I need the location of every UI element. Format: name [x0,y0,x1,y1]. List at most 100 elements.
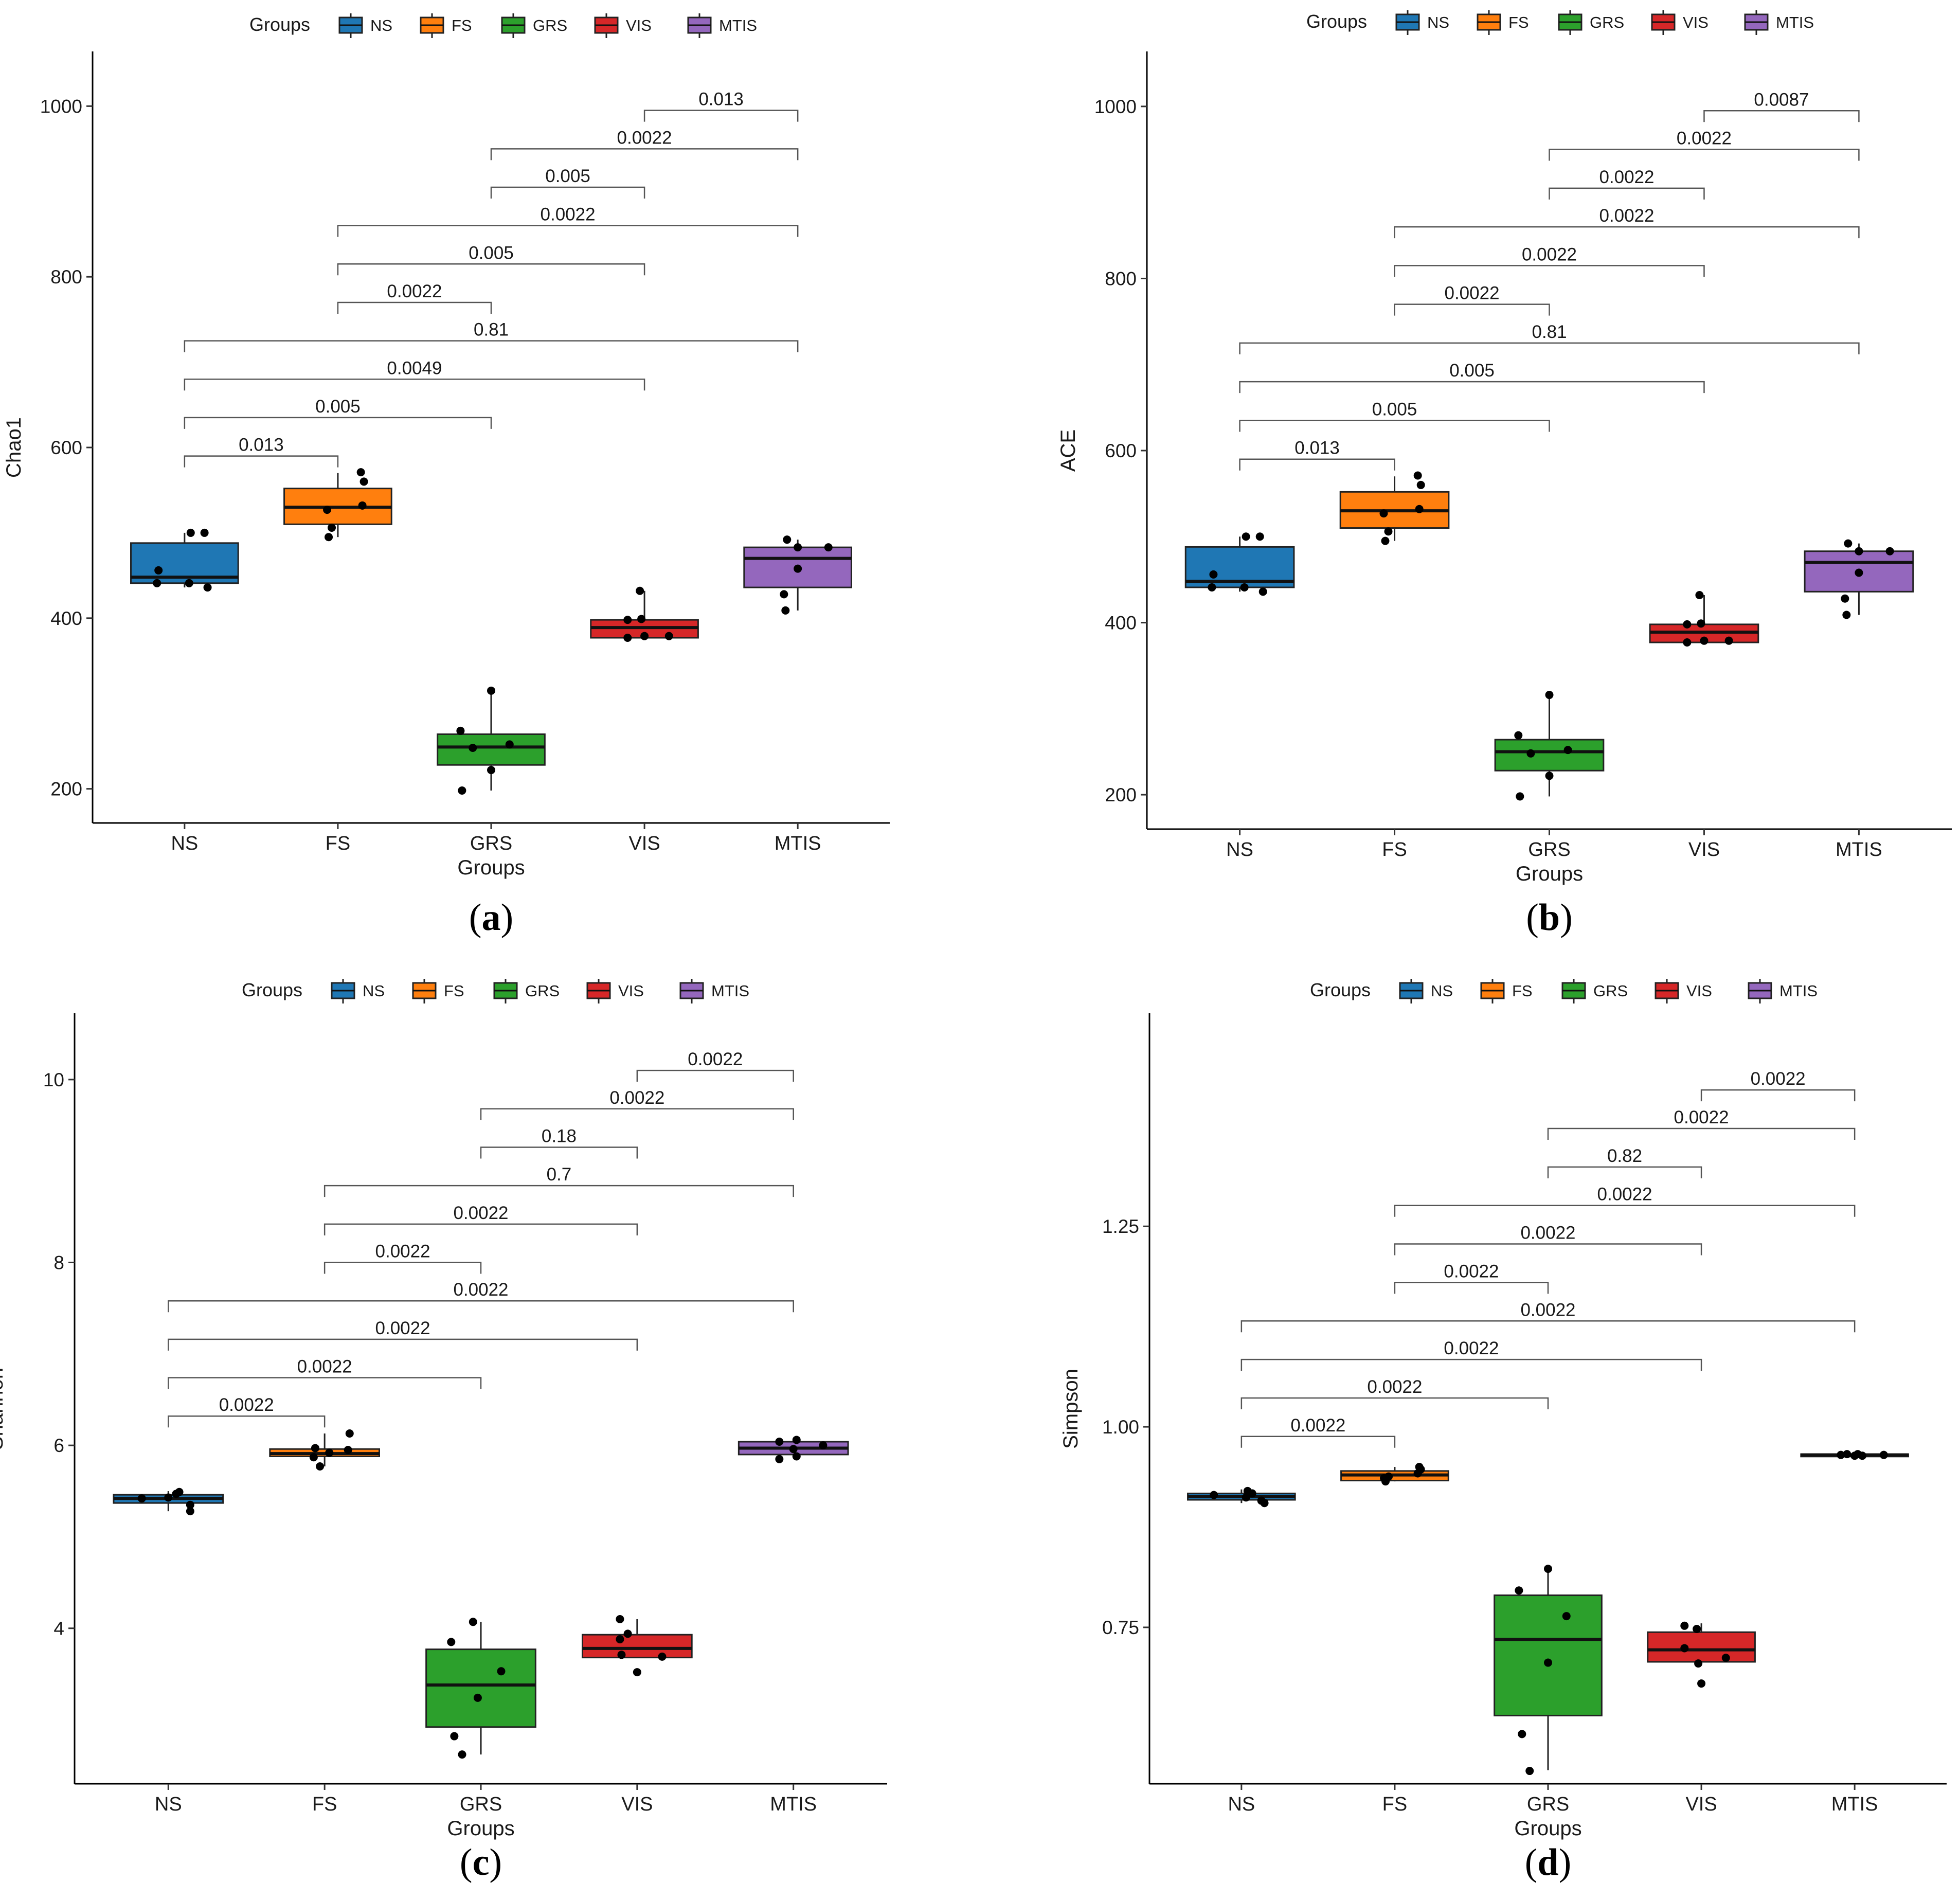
data-point [345,1429,354,1438]
comparison-bracket: 0.005 [1239,399,1550,432]
p-value-label: 0.0022 [453,1280,508,1300]
legend-key-mtis [1744,10,1769,35]
legend-key-grs [1561,979,1586,1003]
data-point [1515,1586,1523,1595]
data-point [358,501,367,510]
p-value-label: 0.81 [1532,322,1567,342]
data-point [1844,539,1853,548]
p-value-label: 0.0022 [1444,1261,1499,1281]
data-point [1255,532,1264,541]
data-point [323,506,332,514]
data-point [616,1615,624,1623]
box-grs [425,1618,536,1759]
chart-panel-a: Groups NS FS GRS VIS MTIS 200 400 600 800 1000 NS FS… [0,0,980,962]
legend-key-ns [331,979,355,1003]
data-point [616,1635,624,1644]
y-tick-label: 200 [1105,784,1137,805]
y-tick-label: 0.75 [1102,1617,1139,1638]
legend-title: Groups [1306,11,1367,32]
comparison-bracket: 0.0022 [480,1088,794,1120]
comparison-bracket: 0.0087 [1703,89,1860,122]
comparison-bracket: 0.0022 [1240,1300,1856,1333]
x-axis-title: Groups [1516,863,1583,885]
p-value-label: 0.0022 [1674,1107,1729,1127]
comparison-bracket: 0.0022 [1394,1261,1549,1294]
data-point [775,1455,784,1463]
comparison-bracket: 0.0022 [337,205,799,237]
comparison-bracket: 0.0022 [168,1357,482,1389]
comparison-bracket: 0.0022 [168,1280,794,1313]
caption-paren-open: ( [460,1841,473,1884]
box-ns [130,528,239,592]
p-value-label: 0.0022 [1444,1338,1499,1358]
bracket-line [184,417,492,429]
x-tick-label-mtis: MTIS [1831,1794,1878,1815]
bracket-line [1549,149,1860,161]
chart-panel-d: Groups NS FS GRS VIS MTIS 0.75 1.00 1.25 NS FS GRS V… [980,962,1959,1900]
comparison-bracket: 0.0022 [323,1242,482,1274]
y-tick-label: 600 [50,437,82,458]
x-tick-label-vis: VIS [621,1794,653,1815]
box-fs [283,468,392,542]
data-point [186,1500,194,1509]
box-vis [1649,591,1759,647]
y-tick-label: 800 [1105,268,1137,289]
legend-title: Groups [242,979,302,1000]
y-axis-title: Chao1 [3,417,25,478]
p-value-label: 0.82 [1607,1146,1642,1166]
data-point [469,1618,477,1626]
legend-label-grs: GRS [1590,13,1624,31]
y-tick-label: 8 [53,1252,64,1274]
x-axis-title: Groups [447,1817,514,1840]
p-value-label: 0.0049 [387,358,442,378]
bracket-line [168,1338,638,1351]
x-tick-label-fs: FS [1382,1794,1408,1815]
data-point [1855,568,1863,577]
data-point [1697,1679,1706,1688]
legend-label-mtis: MTIS [711,982,749,1000]
data-point [1843,1450,1851,1459]
comparison-bracket: 0.005 [184,397,492,429]
box-mtis [738,1436,849,1463]
box-vis [582,1615,693,1677]
bracket-line [490,148,799,160]
x-tick-label-vis: VIS [1685,1794,1717,1815]
bracket-line [168,1415,326,1428]
data-point [794,543,802,552]
data-point [1680,1621,1689,1630]
bracket-line [168,1300,794,1313]
bracket-line [1240,1436,1396,1448]
legend-label-vis: VIS [626,16,652,34]
data-point [1525,1767,1534,1776]
bracket-line [184,379,645,391]
comparison-bracket: 0.0022 [168,1318,638,1351]
legend-label-grs: GRS [533,16,567,34]
bracket-line [480,1146,638,1159]
legend-key-fs [1480,979,1505,1003]
data-point [1526,749,1535,758]
data-point [1544,1565,1552,1573]
data-point [623,1629,632,1638]
bracket-line [337,301,492,314]
legend-key-vis [594,13,619,38]
data-point [469,744,477,752]
data-point [658,1652,667,1661]
comparison-bracket: 0.0022 [1240,1415,1396,1448]
data-point [637,615,646,623]
legend: Groups NS FS GRS VIS MTIS [242,979,749,1003]
bracket-line [643,110,799,122]
comparison-bracket: 0.0022 [1394,1185,1856,1217]
p-value-label: 0.0022 [1599,206,1654,226]
legend-key-grs [493,979,518,1003]
y-tick-label: 1.25 [1102,1216,1139,1237]
data-point [175,1487,184,1496]
data-point [325,533,333,542]
p-value-label: 0.7 [547,1164,572,1185]
p-value-label: 0.0022 [1677,129,1732,149]
bracket-line [1240,1320,1856,1333]
data-point [1695,591,1704,600]
comparison-bracket: 0.0022 [1547,1107,1856,1140]
y-tick-label: 400 [1105,613,1137,634]
y-tick-label: 400 [50,608,82,629]
data-point [458,1750,466,1759]
